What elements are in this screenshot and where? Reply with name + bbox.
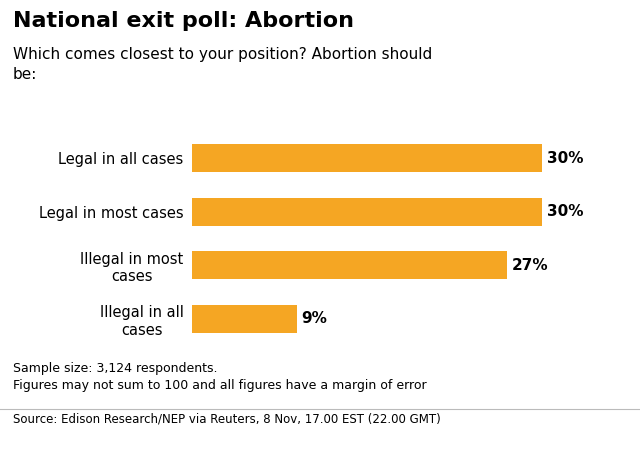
Bar	[192, 305, 297, 333]
Text: National exit poll: Abortion: National exit poll: Abortion	[13, 11, 354, 31]
Text: 30%: 30%	[547, 204, 583, 219]
Bar	[192, 252, 507, 279]
Text: 30%: 30%	[547, 151, 583, 166]
Bar	[192, 144, 542, 172]
Text: Source: Edison Research/NEP via Reuters, 8 Nov, 17.00 EST (22.00 GMT): Source: Edison Research/NEP via Reuters,…	[13, 412, 440, 425]
Bar	[192, 198, 542, 225]
Text: BBC: BBC	[575, 422, 612, 436]
Text: Sample size: 3,124 respondents.
Figures may not sum to 100 and all figures have : Sample size: 3,124 respondents. Figures …	[13, 362, 426, 392]
Text: Which comes closest to your position? Abortion should
be:: Which comes closest to your position? Ab…	[13, 47, 432, 82]
Text: 27%: 27%	[512, 258, 548, 273]
Text: 9%: 9%	[301, 311, 328, 326]
